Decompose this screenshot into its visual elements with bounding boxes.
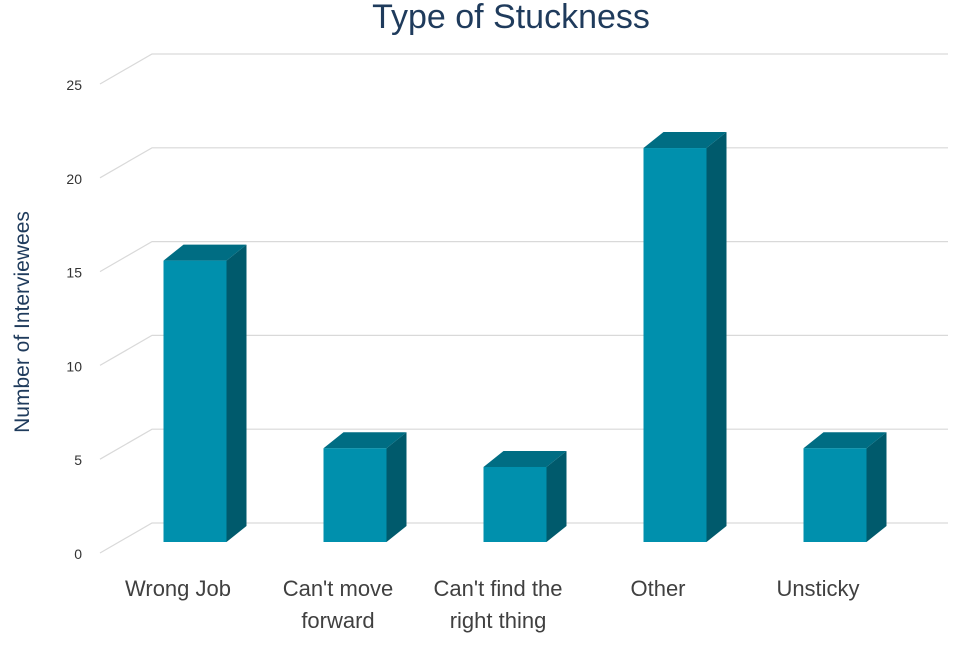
- y-tick-label-25: 25: [66, 77, 82, 93]
- x-tick-label-4: Unsticky: [776, 576, 859, 601]
- bar-front-2: [483, 466, 547, 542]
- y-tick-label-20: 20: [66, 171, 82, 187]
- bar-side-2: [546, 450, 567, 542]
- bar-top-4: [803, 432, 887, 449]
- bar-1: [323, 432, 407, 542]
- bar-front-3: [643, 148, 707, 543]
- gridline-25: [99, 53, 948, 85]
- bar-front-1: [323, 448, 387, 542]
- bar-front-0: [163, 260, 227, 542]
- bar-top-1: [323, 432, 407, 449]
- chart-title: Type of Stuckness: [372, 0, 650, 36]
- gridline-20: [99, 147, 948, 179]
- bar-0: [163, 244, 247, 542]
- y-tick-label-15: 15: [66, 265, 82, 281]
- bars: [163, 132, 887, 543]
- y-tick-label-0: 0: [74, 546, 82, 562]
- bar-side-1: [386, 432, 407, 542]
- x-tick-label-3: Other: [630, 576, 685, 601]
- bar-3: [643, 132, 727, 543]
- bar-side-3: [706, 132, 727, 543]
- y-tick-label-10: 10: [66, 358, 82, 374]
- bar-side-0: [226, 244, 247, 542]
- y-axis-label: Number of Interviewees: [11, 211, 34, 433]
- y-axis-ticks: 0 5 10 15 20 25: [66, 77, 82, 562]
- x-tick-label-1: Can't move forward: [283, 576, 394, 633]
- y-tick-label-5: 5: [74, 452, 82, 468]
- x-tick-label-0: Wrong Job: [125, 576, 231, 601]
- x-tick-label-2: Can't find the right thing: [434, 576, 563, 633]
- x-axis-ticks: Wrong Job Can't move forward Can't find the…: [125, 576, 860, 633]
- bar-front-4: [803, 448, 867, 542]
- bar-2: [483, 450, 567, 542]
- bar-top-3: [643, 132, 727, 149]
- bar-side-4: [866, 432, 887, 542]
- bar-top-0: [163, 244, 247, 261]
- bar-top-2: [483, 450, 567, 467]
- bar-4: [803, 432, 887, 542]
